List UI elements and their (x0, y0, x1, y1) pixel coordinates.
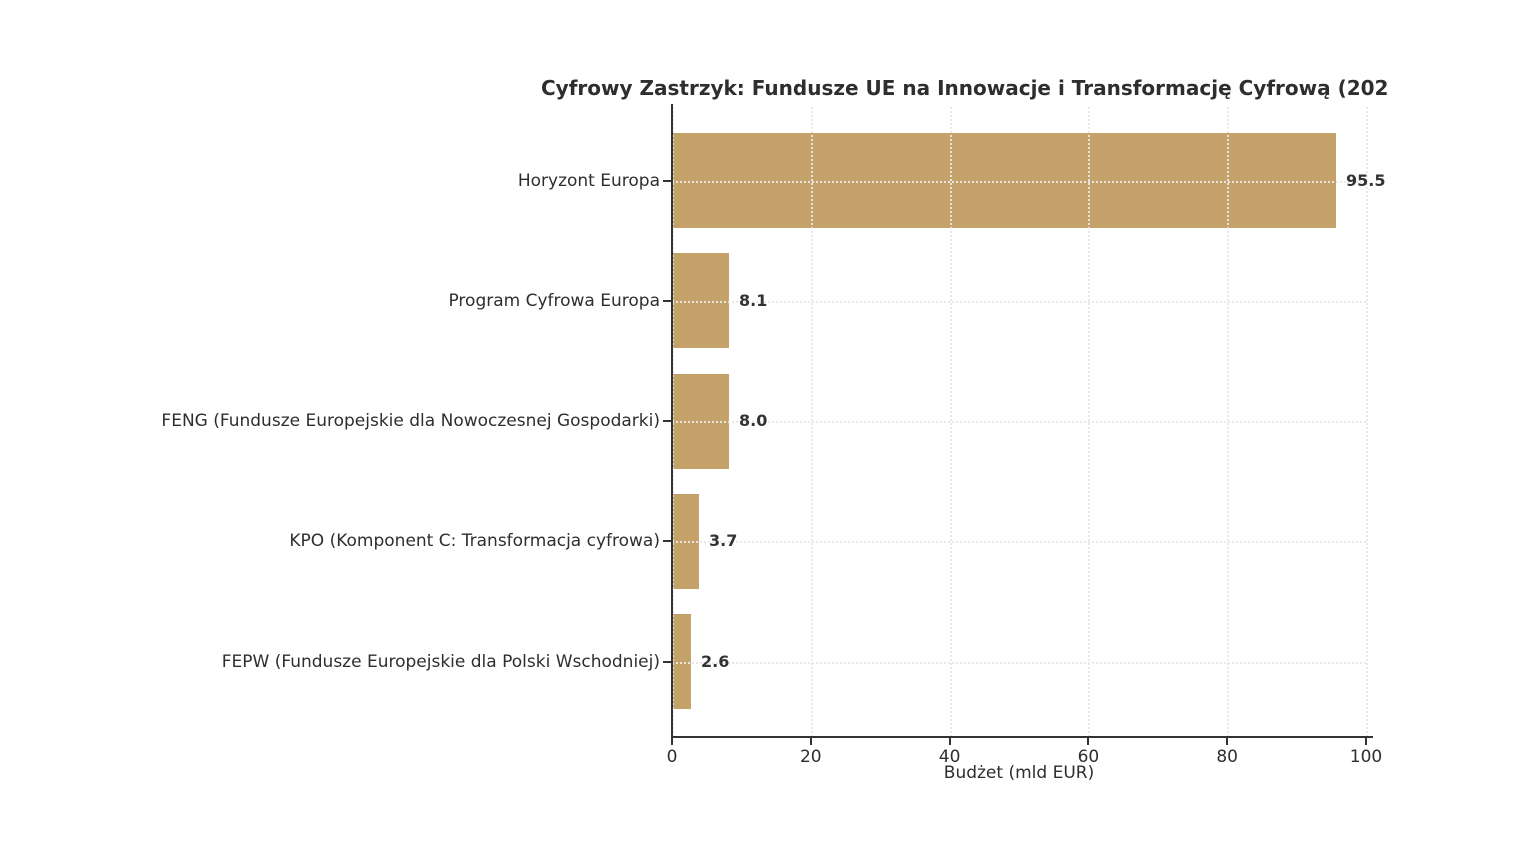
x-tick-label: 40 (938, 747, 961, 767)
bar-value-label: 3.7 (709, 531, 738, 551)
x-tick-label: 80 (1216, 747, 1238, 767)
x-tick-mark (809, 738, 812, 745)
gridline-horizontal (672, 421, 1366, 424)
bar-value-label: 2.6 (701, 651, 730, 671)
x-tick-mark (1226, 738, 1229, 745)
x-tick-label: 0 (666, 747, 678, 767)
chart-title-clip: Cyfrowy Zastrzyk: Fundusze UE na Innowac… (541, 76, 1400, 106)
x-tick-label: 100 (1349, 747, 1383, 767)
x-tick-mark (1365, 738, 1367, 745)
bar-value-label: 8.1 (739, 290, 768, 310)
category-label: KPO (Komponent C: Transformacja cyfrowa) (289, 531, 660, 552)
gridline-horizontal (672, 300, 1366, 303)
x-tick-mark (671, 738, 673, 745)
y-tick-mark (663, 660, 671, 663)
gridline-horizontal (672, 541, 1366, 544)
bar-value-label: 8.0 (739, 411, 768, 431)
x-tick-mark (1087, 738, 1090, 745)
category-label: Program Cyfrowa Europa (448, 290, 660, 311)
gridline-vertical (1366, 107, 1368, 737)
y-tick-mark (663, 420, 671, 423)
y-axis-spine (671, 104, 673, 738)
y-tick-mark (663, 179, 671, 182)
gridline-horizontal (672, 180, 1366, 183)
gridline-horizontal (672, 661, 1366, 664)
bar-value-label: 95.5 (1346, 170, 1386, 190)
y-tick-mark (663, 299, 671, 302)
x-tick-label: 60 (1077, 747, 1100, 767)
category-label: FENG (Fundusze Europejskie dla Nowoczesn… (161, 411, 660, 432)
category-label: Horyzont Europa (517, 170, 660, 191)
x-axis-spine (671, 736, 1373, 738)
y-tick-mark (663, 540, 671, 543)
x-axis-label: Budżet (mld EUR) (943, 763, 1095, 783)
chart-title: Cyfrowy Zastrzyk: Fundusze UE na Innowac… (541, 76, 1389, 100)
category-label: FEPW (Fundusze Europejskie dla Polski Ws… (221, 651, 660, 672)
x-tick-mark (948, 738, 951, 745)
x-tick-label: 20 (799, 747, 822, 767)
